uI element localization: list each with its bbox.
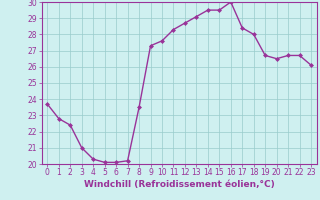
X-axis label: Windchill (Refroidissement éolien,°C): Windchill (Refroidissement éolien,°C) bbox=[84, 180, 275, 189]
